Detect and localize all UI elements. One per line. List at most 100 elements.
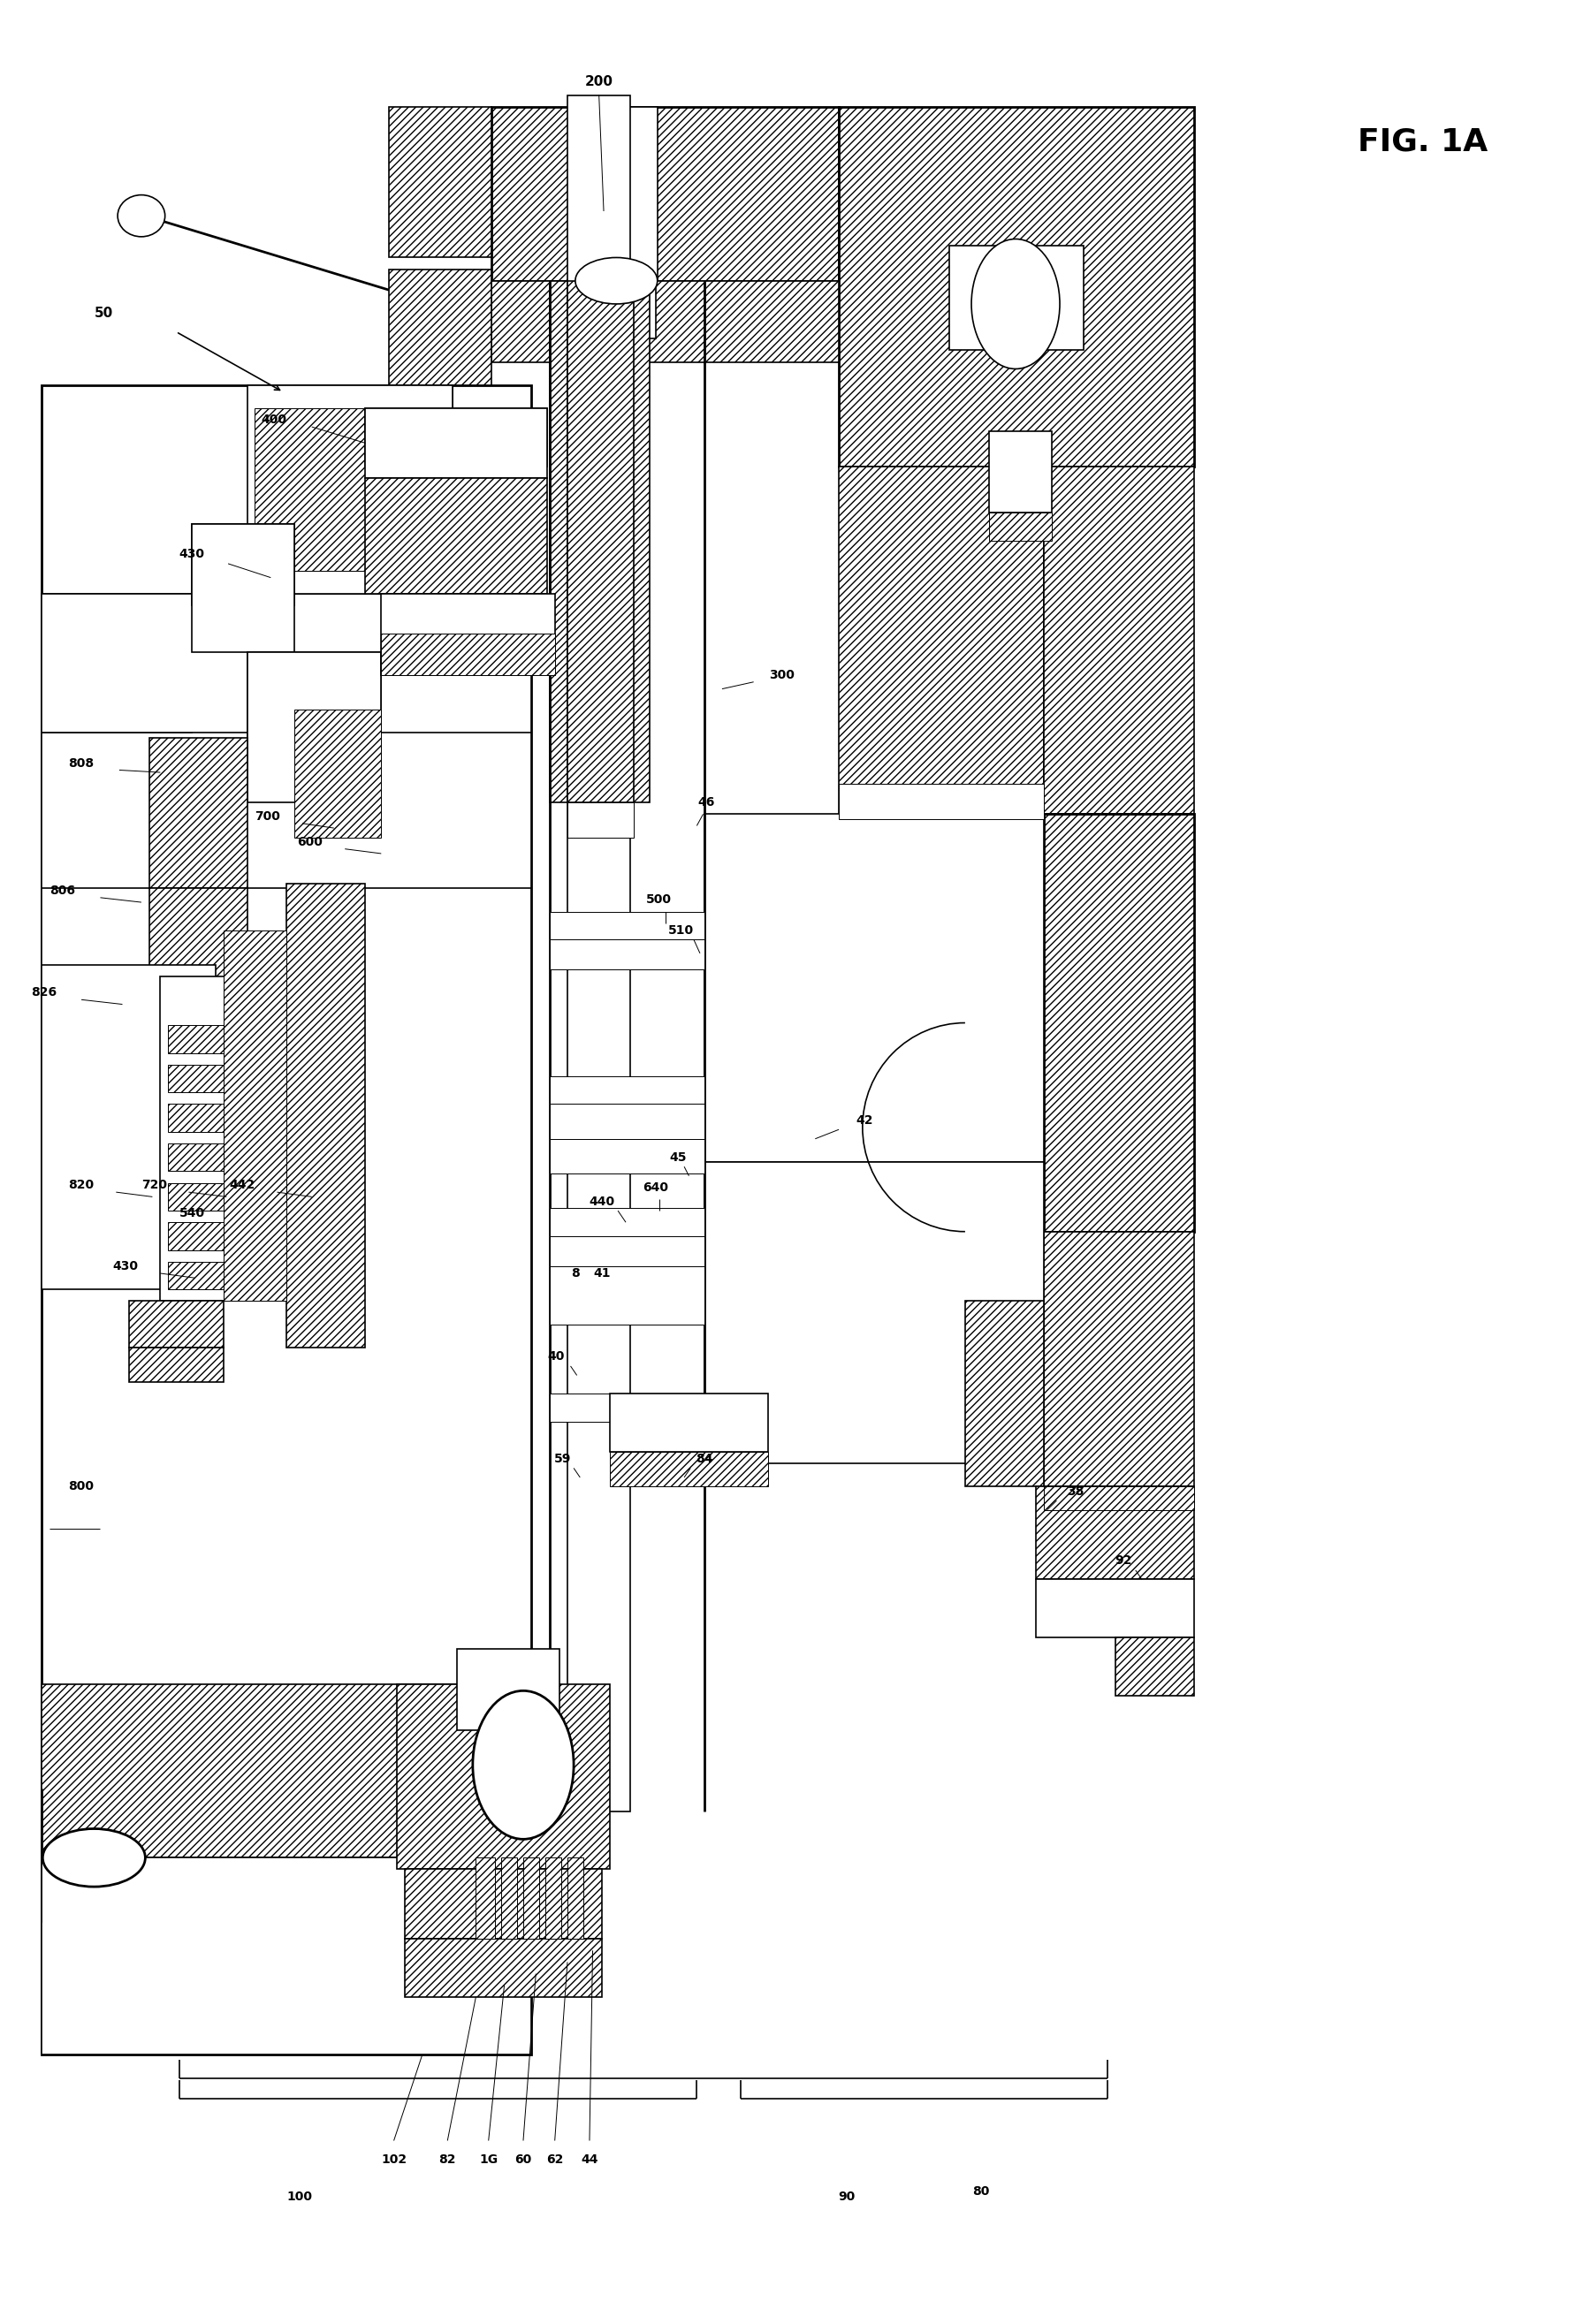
Bar: [382, 595, 554, 674]
Text: 92: 92: [1114, 1555, 1132, 1566]
Bar: [461, 1650, 554, 1697]
Bar: [287, 883, 366, 1348]
Text: 442: 442: [230, 1178, 255, 1192]
Text: 640: 640: [643, 1181, 668, 1195]
Bar: [1045, 1487, 1194, 1511]
Bar: [255, 409, 437, 572]
Text: 38: 38: [1067, 1485, 1084, 1497]
Bar: [1045, 813, 1194, 1232]
Text: 800: 800: [68, 1480, 93, 1492]
Bar: [457, 1650, 559, 1729]
Bar: [549, 1394, 609, 1422]
Bar: [492, 281, 839, 363]
Bar: [405, 1868, 602, 1938]
Bar: [389, 107, 492, 258]
Text: 600: 600: [298, 837, 323, 848]
Bar: [549, 1076, 704, 1104]
Bar: [149, 737, 247, 888]
Bar: [573, 281, 655, 339]
Text: 60: 60: [514, 2152, 532, 2166]
Text: 200: 200: [584, 74, 613, 88]
Ellipse shape: [117, 195, 165, 237]
Text: 41: 41: [594, 1267, 611, 1281]
Bar: [168, 1143, 263, 1171]
Text: 62: 62: [546, 2152, 564, 2166]
Bar: [128, 1301, 223, 1348]
Bar: [41, 1685, 532, 1857]
Bar: [989, 432, 1051, 514]
Bar: [168, 1183, 263, 1211]
Bar: [41, 595, 532, 732]
Text: 826: 826: [30, 985, 57, 999]
Text: 430: 430: [112, 1260, 138, 1274]
Bar: [704, 1162, 1045, 1464]
Bar: [41, 1857, 532, 2054]
Bar: [168, 1064, 263, 1092]
Bar: [609, 1394, 768, 1452]
Bar: [160, 976, 287, 1301]
Bar: [502, 1857, 518, 1938]
Bar: [1037, 1580, 1194, 1638]
Bar: [41, 779, 149, 1046]
Bar: [41, 767, 168, 1057]
Text: 82: 82: [438, 2152, 456, 2166]
Bar: [405, 1938, 602, 1996]
Bar: [168, 1104, 263, 1132]
Bar: [1045, 1232, 1194, 1487]
Bar: [839, 467, 1045, 813]
Bar: [41, 595, 192, 732]
Bar: [168, 1262, 263, 1290]
Bar: [586, 107, 657, 281]
Bar: [41, 725, 532, 888]
Bar: [549, 1267, 704, 1325]
Text: 808: 808: [68, 758, 95, 769]
Bar: [370, 397, 492, 467]
Bar: [192, 525, 294, 607]
Text: 820: 820: [68, 1178, 95, 1192]
Bar: [41, 1046, 160, 1255]
Bar: [704, 813, 1045, 1162]
Bar: [567, 95, 630, 1810]
Bar: [192, 525, 294, 651]
Bar: [247, 651, 382, 802]
Bar: [549, 939, 704, 969]
Text: 80: 80: [972, 2185, 989, 2199]
Circle shape: [473, 1692, 573, 1838]
Bar: [397, 1685, 609, 1868]
Bar: [41, 386, 532, 2054]
Bar: [389, 270, 492, 397]
Text: 44: 44: [581, 2152, 598, 2166]
Text: 8: 8: [571, 1267, 579, 1281]
Text: 300: 300: [769, 669, 795, 681]
Bar: [366, 409, 546, 479]
Bar: [549, 1104, 704, 1139]
Text: 42: 42: [855, 1113, 872, 1127]
Bar: [128, 1348, 223, 1383]
Bar: [41, 964, 215, 1290]
Bar: [966, 1301, 1045, 1487]
Bar: [567, 1857, 583, 1938]
Bar: [223, 930, 287, 1301]
Text: 700: 700: [255, 811, 280, 823]
Bar: [149, 888, 247, 1046]
Bar: [382, 632, 554, 674]
Text: 84: 84: [697, 1452, 714, 1464]
Bar: [839, 107, 1194, 467]
Text: 540: 540: [179, 1206, 204, 1220]
Bar: [524, 1857, 538, 1938]
Bar: [294, 709, 382, 837]
Text: FIG. 1A: FIG. 1A: [1358, 125, 1488, 156]
Text: 100: 100: [287, 2189, 312, 2203]
Bar: [41, 732, 532, 883]
Text: 720: 720: [141, 1178, 166, 1192]
Text: 1G: 1G: [480, 2152, 497, 2166]
Bar: [168, 1222, 263, 1250]
Bar: [476, 1857, 495, 1938]
Bar: [366, 409, 546, 467]
Bar: [567, 281, 633, 802]
Bar: [168, 1025, 263, 1053]
Bar: [989, 514, 1051, 541]
Bar: [1037, 1487, 1194, 1580]
Bar: [549, 281, 649, 802]
Ellipse shape: [575, 258, 657, 304]
